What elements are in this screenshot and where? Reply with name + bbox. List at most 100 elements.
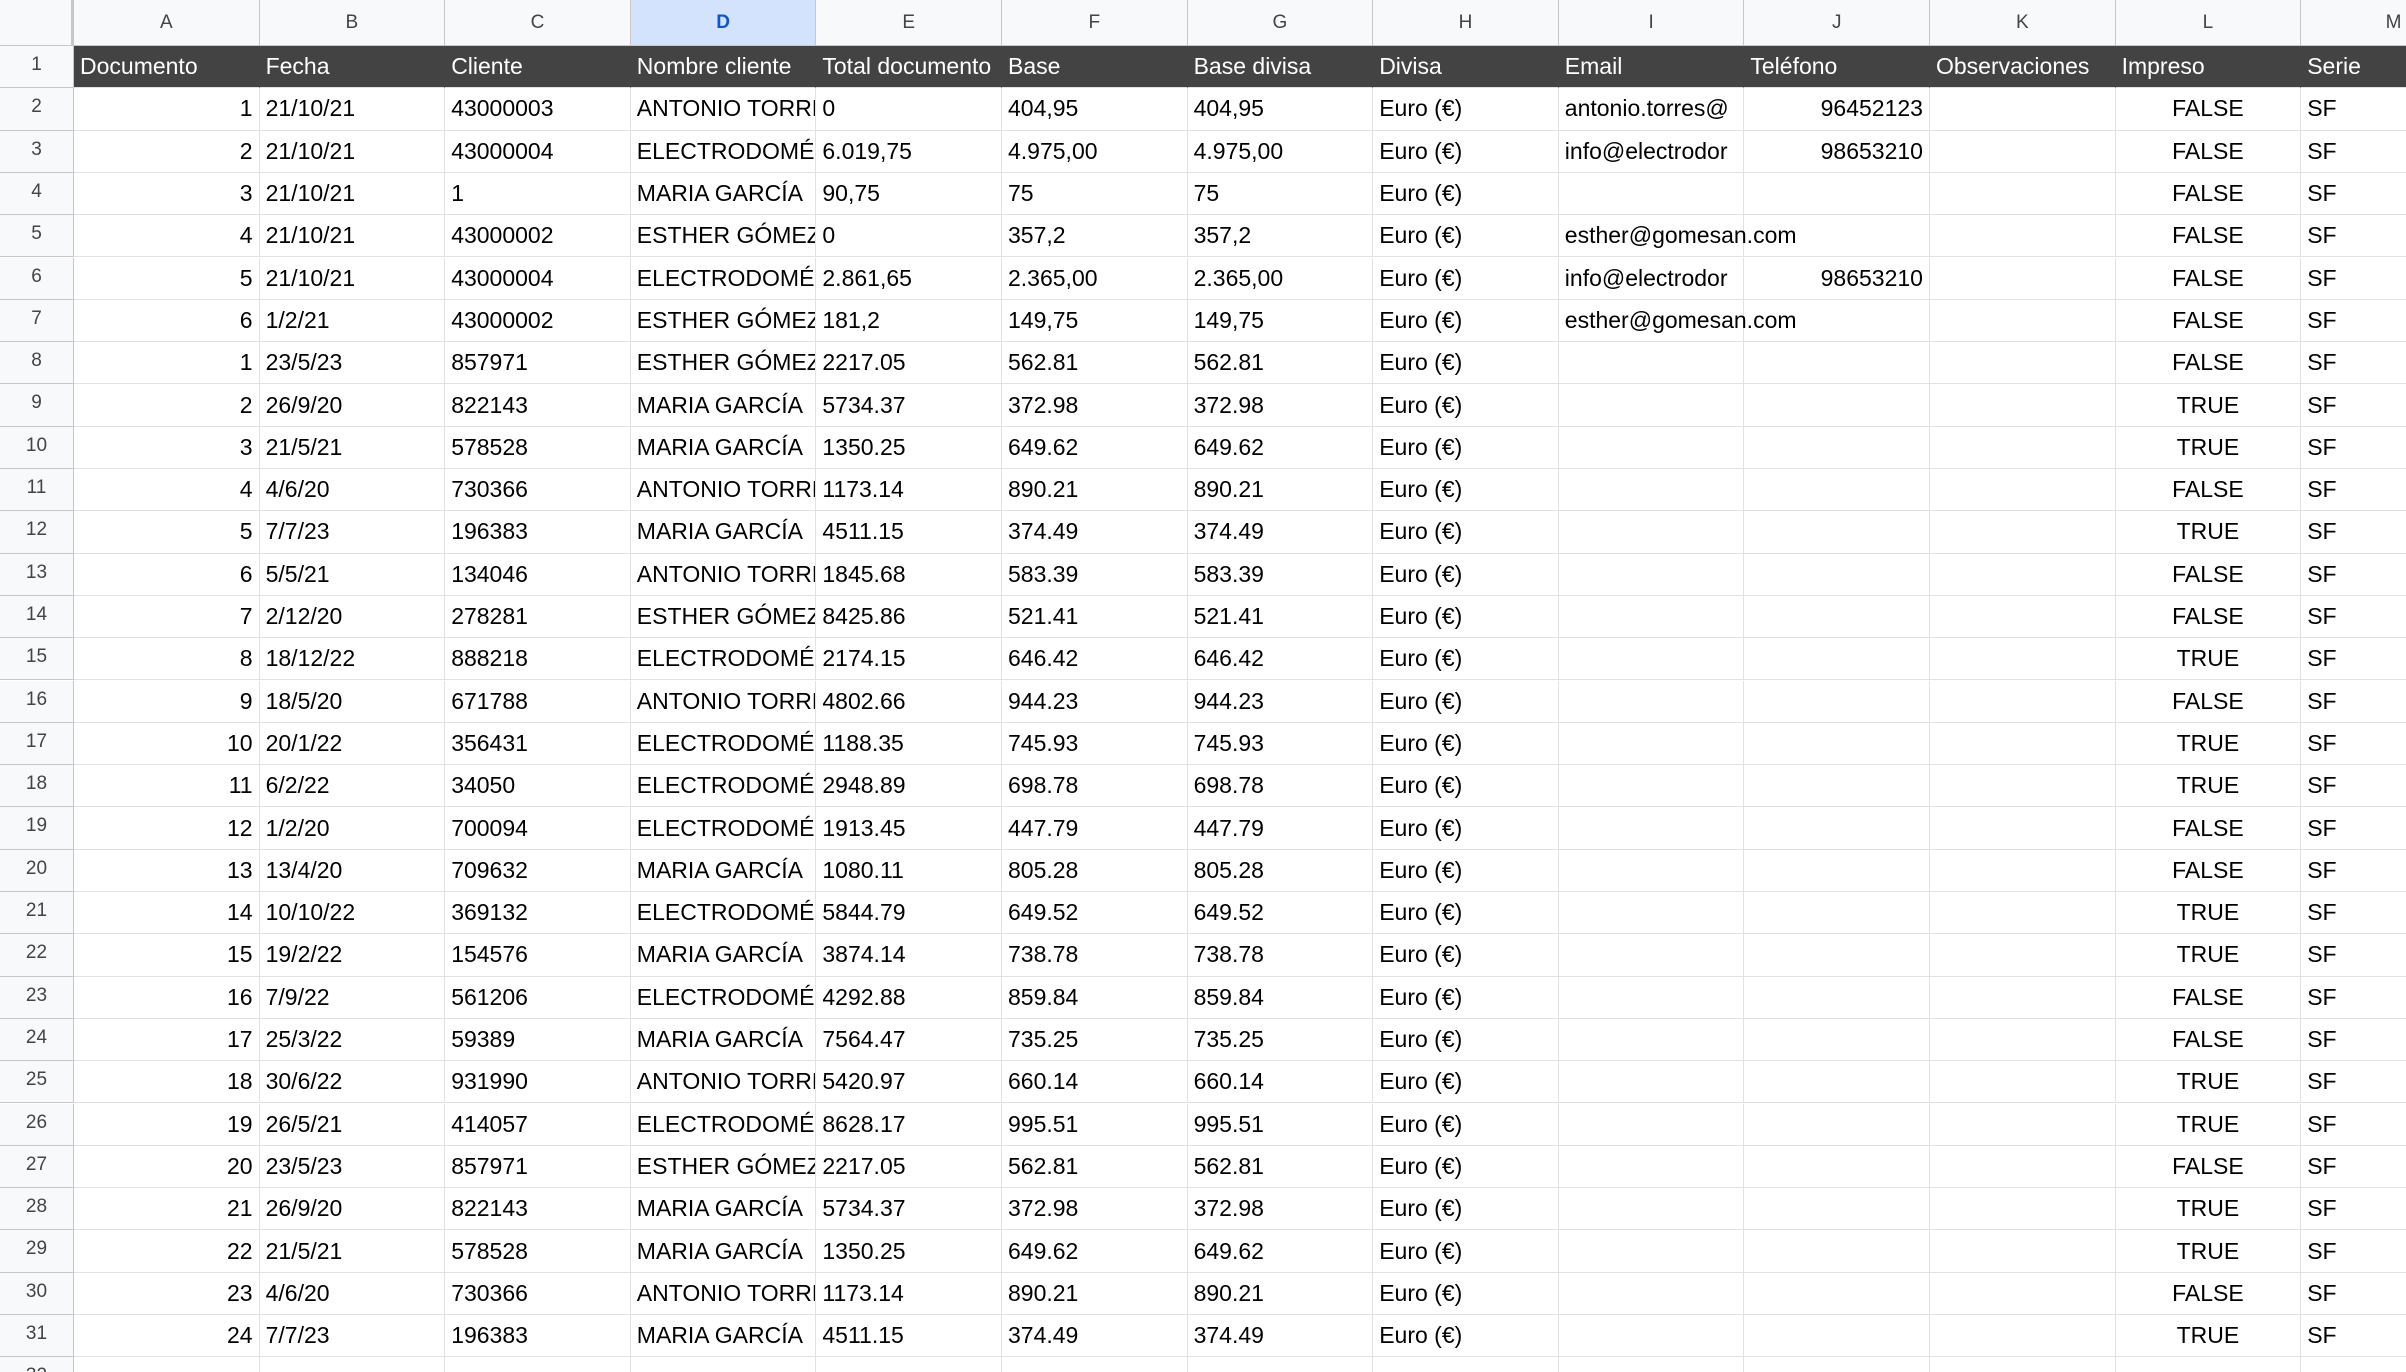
cell[interactable]: 18 xyxy=(74,1061,260,1104)
cell[interactable]: esther@gomesan.com xyxy=(1558,299,1797,343)
cell[interactable]: 372.98 xyxy=(1002,384,1188,427)
cell[interactable]: SF xyxy=(2301,173,2406,216)
cell[interactable]: MARIA GARCÍA xyxy=(630,172,817,216)
cell[interactable]: TRUE xyxy=(2115,1188,2302,1231)
cell[interactable]: 21/10/21 xyxy=(259,172,446,216)
cell[interactable]: 931990 xyxy=(445,1061,631,1104)
cell[interactable]: Euro (€) xyxy=(1373,426,1559,469)
cell[interactable]: FALSE xyxy=(2115,1018,2302,1062)
cell[interactable] xyxy=(1558,426,1745,469)
cell[interactable] xyxy=(1930,469,2116,512)
cell[interactable] xyxy=(1744,1018,1930,1062)
cell[interactable]: 10 xyxy=(74,722,260,766)
cell[interactable]: 738.78 xyxy=(1002,934,1188,977)
cell[interactable]: 23 xyxy=(74,1272,260,1315)
cell[interactable]: 196383 xyxy=(445,1315,631,1358)
cell[interactable]: TRUE xyxy=(2115,1315,2302,1358)
cell[interactable]: SF xyxy=(2301,807,2406,850)
cell[interactable]: FALSE xyxy=(2115,1145,2302,1189)
row-header[interactable]: 13 xyxy=(0,553,74,596)
cell[interactable]: 1188.35 xyxy=(816,722,1002,766)
column-header[interactable]: E xyxy=(816,0,1002,46)
cell[interactable]: 2174.15 xyxy=(816,638,1002,681)
cell[interactable]: 660.14 xyxy=(1002,1061,1188,1104)
cell[interactable]: 374.49 xyxy=(1002,1315,1188,1358)
cell[interactable]: 21 xyxy=(74,1188,260,1231)
cell[interactable]: FALSE xyxy=(2115,469,2302,512)
cell[interactable]: 6/2/22 xyxy=(259,765,446,808)
cell[interactable] xyxy=(2301,1357,2406,1372)
cell[interactable]: TRUE xyxy=(2115,1230,2302,1273)
cell[interactable]: Euro (€) xyxy=(1373,1230,1559,1273)
cell[interactable] xyxy=(1558,1315,1745,1358)
cell[interactable] xyxy=(1744,1315,1930,1358)
cell[interactable] xyxy=(1744,1357,1930,1372)
cell[interactable]: 4/6/20 xyxy=(259,1272,446,1315)
cell[interactable]: SF xyxy=(2301,384,2406,427)
cell[interactable]: SF xyxy=(2301,1273,2406,1315)
row-header[interactable]: 32 xyxy=(0,1357,74,1372)
cell[interactable]: 646.42 xyxy=(1002,638,1188,681)
cell[interactable] xyxy=(1930,1103,2116,1146)
cell[interactable]: ESTHER GÓMEZ xyxy=(630,342,817,385)
cell[interactable]: ELECTRODOMÉS xyxy=(630,1103,817,1146)
column-header[interactable]: G xyxy=(1187,0,1374,46)
cell[interactable]: SF xyxy=(2301,638,2406,681)
cell[interactable]: 2 xyxy=(74,130,260,173)
cell[interactable]: 2.861,65 xyxy=(816,257,1002,300)
cell[interactable]: 1913.45 xyxy=(816,807,1002,850)
cell[interactable]: Euro (€) xyxy=(1373,765,1559,808)
cell[interactable]: 738.78 xyxy=(1187,934,1374,977)
cell[interactable]: SF xyxy=(2301,1315,2406,1358)
cell[interactable]: 404,95 xyxy=(1187,88,1374,131)
header-cell[interactable]: Observaciones xyxy=(1930,46,2116,89)
cell[interactable]: 26/9/20 xyxy=(259,1188,446,1231)
cell[interactable]: MARIA GARCÍA xyxy=(630,1230,817,1273)
cell[interactable] xyxy=(1188,1357,1374,1372)
cell[interactable]: 149,75 xyxy=(1187,299,1374,343)
cell[interactable]: 578528 xyxy=(445,426,631,469)
cell[interactable]: 75 xyxy=(1187,172,1374,216)
header-cell[interactable]: Total documento xyxy=(816,46,1002,89)
cell[interactable] xyxy=(1558,384,1745,427)
cell[interactable]: 745.93 xyxy=(1187,722,1374,766)
cell[interactable]: 25/3/22 xyxy=(259,1018,446,1062)
column-header[interactable]: I xyxy=(1558,0,1745,46)
row-header[interactable]: 14 xyxy=(0,595,74,639)
cell[interactable]: 578528 xyxy=(445,1230,631,1273)
cell[interactable] xyxy=(1930,976,2116,1019)
cell[interactable]: TRUE xyxy=(2115,426,2302,469)
header-cell[interactable]: Divisa xyxy=(1373,46,1559,89)
cell[interactable] xyxy=(1930,257,2116,300)
row-header[interactable]: 11 xyxy=(0,469,74,512)
header-cell[interactable]: Impreso xyxy=(2115,46,2302,89)
cell[interactable] xyxy=(1558,722,1745,766)
row-header[interactable]: 23 xyxy=(0,976,74,1019)
cell[interactable]: ELECTRODOMÉS xyxy=(630,130,817,173)
cell[interactable] xyxy=(1558,511,1745,554)
cell[interactable]: 16 xyxy=(74,976,260,1019)
cell[interactable]: 646.42 xyxy=(1187,638,1374,681)
cell[interactable]: 709632 xyxy=(445,849,631,892)
cell[interactable]: 995.51 xyxy=(1002,1103,1188,1146)
cell[interactable] xyxy=(1744,553,1930,596)
cell[interactable]: 4 xyxy=(74,215,260,258)
cell[interactable]: 7/7/23 xyxy=(259,511,446,554)
cell[interactable]: 890.21 xyxy=(1187,1272,1374,1315)
cell[interactable]: 3874.14 xyxy=(816,934,1002,977)
column-header[interactable]: M xyxy=(2301,0,2406,46)
cell[interactable]: 5420.97 xyxy=(816,1061,1002,1104)
header-cell[interactable]: Base divisa xyxy=(1187,46,1374,89)
cell[interactable] xyxy=(1744,680,1930,723)
cell[interactable]: 4/6/20 xyxy=(259,469,446,512)
cell[interactable]: Euro (€) xyxy=(1373,722,1559,766)
cell[interactable]: 4 xyxy=(74,469,260,512)
header-cell[interactable]: Base xyxy=(1002,46,1188,89)
cell[interactable] xyxy=(1930,807,2116,850)
cell[interactable]: 17 xyxy=(74,1018,260,1062)
cell[interactable] xyxy=(1558,1061,1745,1104)
row-header[interactable]: 28 xyxy=(0,1188,74,1231)
cell[interactable]: MARIA GARCÍA xyxy=(630,384,817,427)
cell[interactable]: Euro (€) xyxy=(1373,976,1559,1019)
cell[interactable]: SF xyxy=(2301,215,2406,258)
